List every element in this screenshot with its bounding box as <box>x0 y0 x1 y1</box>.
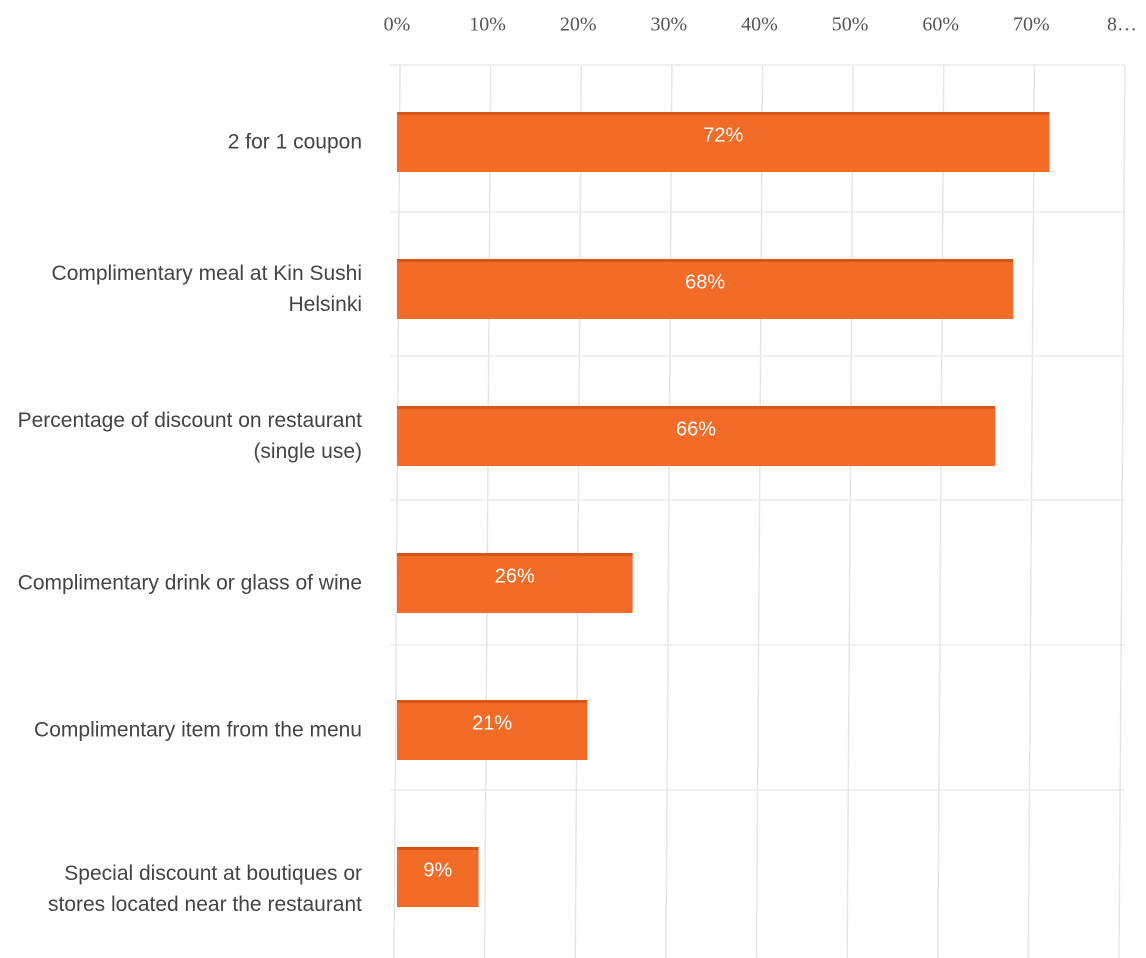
data-label: 68% <box>685 271 725 293</box>
x-tick-label: 40% <box>741 14 778 36</box>
x-tick-label: 8… <box>1107 14 1137 36</box>
bar <box>397 553 633 613</box>
x-tick-label: 50% <box>832 14 869 36</box>
bar <box>397 847 479 907</box>
y-tick-label: Complimentary drink or glass of wine <box>17 571 362 595</box>
grid-line <box>1118 64 1126 958</box>
grid-line <box>483 64 492 958</box>
bar-top-edge <box>397 847 479 850</box>
bar-top-edge <box>397 700 588 703</box>
y-tick-label: Complimentary meal at Kin Sushi Helsinki <box>51 262 362 316</box>
bar <box>397 259 1014 319</box>
x-tick-label: 70% <box>1013 14 1050 36</box>
grid-line <box>665 64 673 958</box>
x-tick-label: 0% <box>384 14 411 36</box>
grid-line <box>846 64 854 958</box>
y-tick-label: Complimentary item from the menu <box>34 718 362 742</box>
data-label: 9% <box>423 859 452 881</box>
y-tick-label: 2 for 1 coupon <box>227 130 362 154</box>
data-label: 66% <box>676 418 716 440</box>
data-label: 72% <box>703 124 743 146</box>
x-tick-label: 20% <box>560 14 597 36</box>
bar <box>397 700 588 760</box>
grid-line <box>755 64 764 958</box>
y-tick-label: Special discount at boutiques or stores … <box>47 862 362 916</box>
bar-top-edge <box>397 406 996 409</box>
bar-top-edge <box>397 112 1050 115</box>
x-tick-label: 30% <box>651 14 688 36</box>
x-tick-label: 60% <box>922 14 959 36</box>
bar <box>397 112 1050 172</box>
grid-line <box>574 64 582 958</box>
y-tick-label: Percentage of discount on restaurant (si… <box>17 409 362 463</box>
x-tick-label: 10% <box>469 14 506 36</box>
bar-top-edge <box>397 553 633 556</box>
bar-top-edge <box>397 259 1014 262</box>
grid-line <box>393 64 401 958</box>
bar <box>397 406 996 466</box>
data-label: 26% <box>495 565 535 587</box>
data-label: 21% <box>472 712 512 734</box>
grid-line <box>937 64 945 958</box>
grid-line <box>1027 64 1036 958</box>
